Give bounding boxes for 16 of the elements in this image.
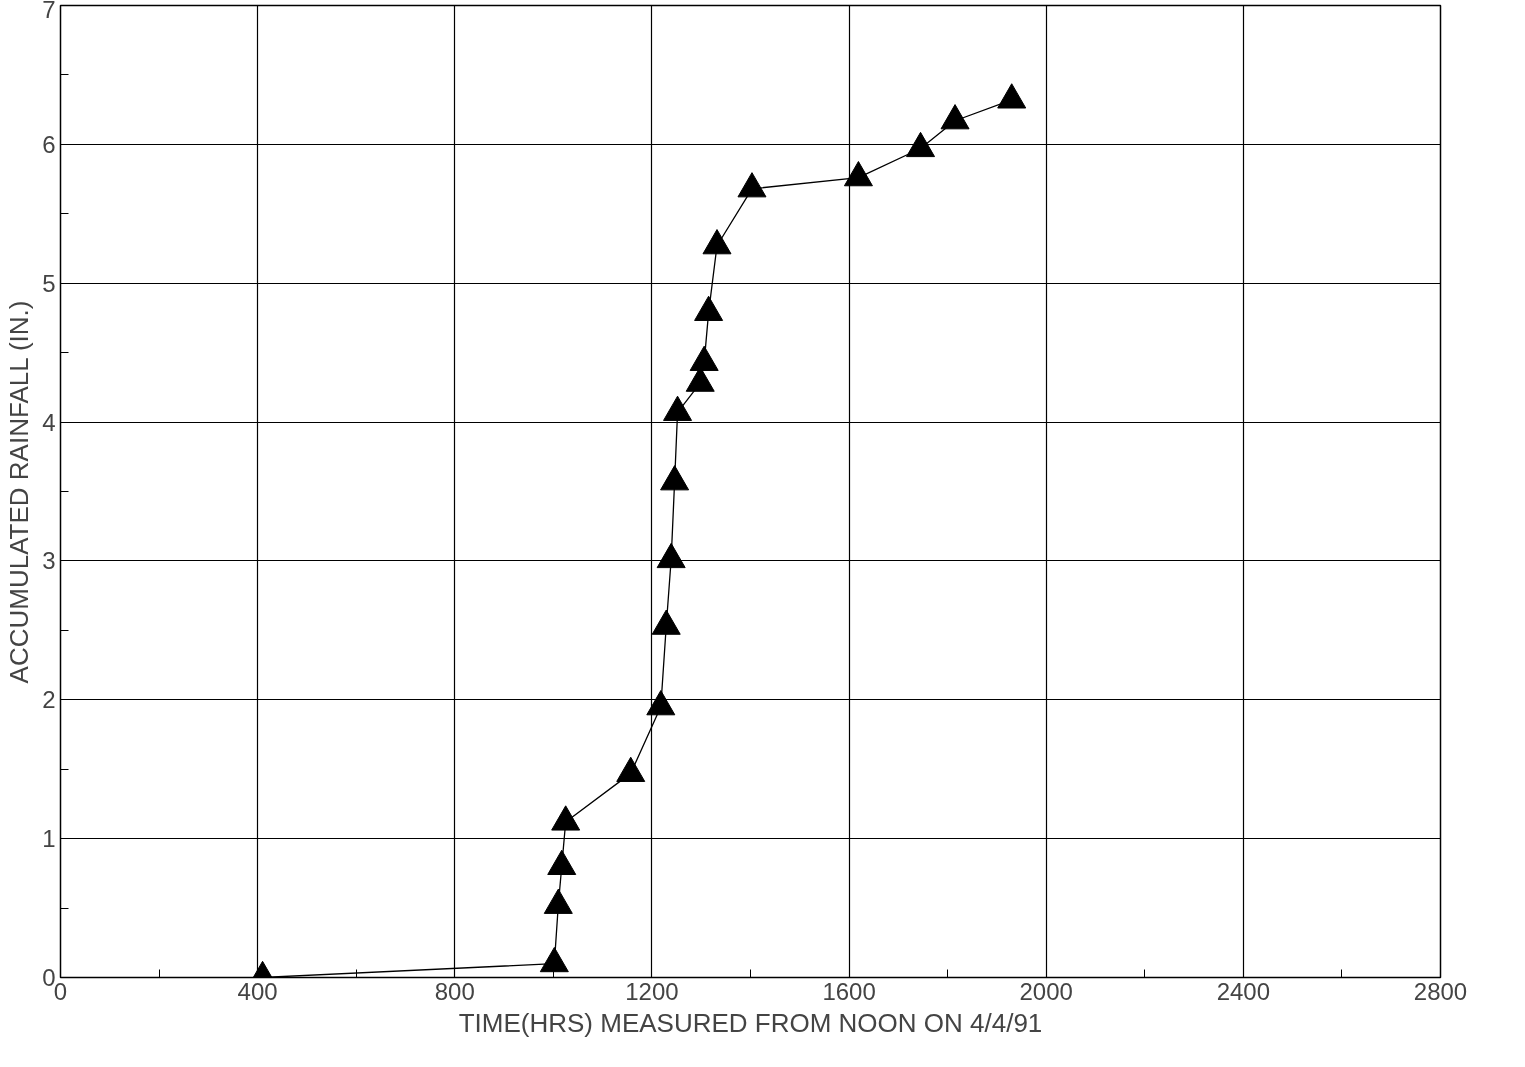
y-tick-label: 2 bbox=[42, 686, 56, 714]
y-tick-label: 1 bbox=[42, 825, 56, 853]
y-tick-label: 6 bbox=[42, 130, 56, 158]
y-tick-label: 3 bbox=[42, 547, 56, 575]
y-axis-title: ACCUMULATED RAINFALL (IN.) bbox=[4, 300, 35, 684]
y-tick-label: 7 bbox=[42, 0, 56, 23]
x-tick-label: 2000 bbox=[1019, 977, 1073, 1005]
y-tick-label: 4 bbox=[42, 408, 56, 436]
x-tick-label: 2400 bbox=[1216, 977, 1271, 1005]
y-tick-label: 5 bbox=[42, 269, 56, 297]
x-tick-label: 1200 bbox=[625, 977, 679, 1005]
x-tick-label: 400 bbox=[237, 977, 278, 1005]
x-tick-label: 800 bbox=[434, 977, 475, 1005]
x-tick-label: 2800 bbox=[1413, 977, 1468, 1005]
x-tick-label: 1600 bbox=[822, 977, 876, 1005]
x-axis-title: TIME(HRS) MEASURED FROM NOON ON 4/4/91 bbox=[458, 1007, 1043, 1038]
